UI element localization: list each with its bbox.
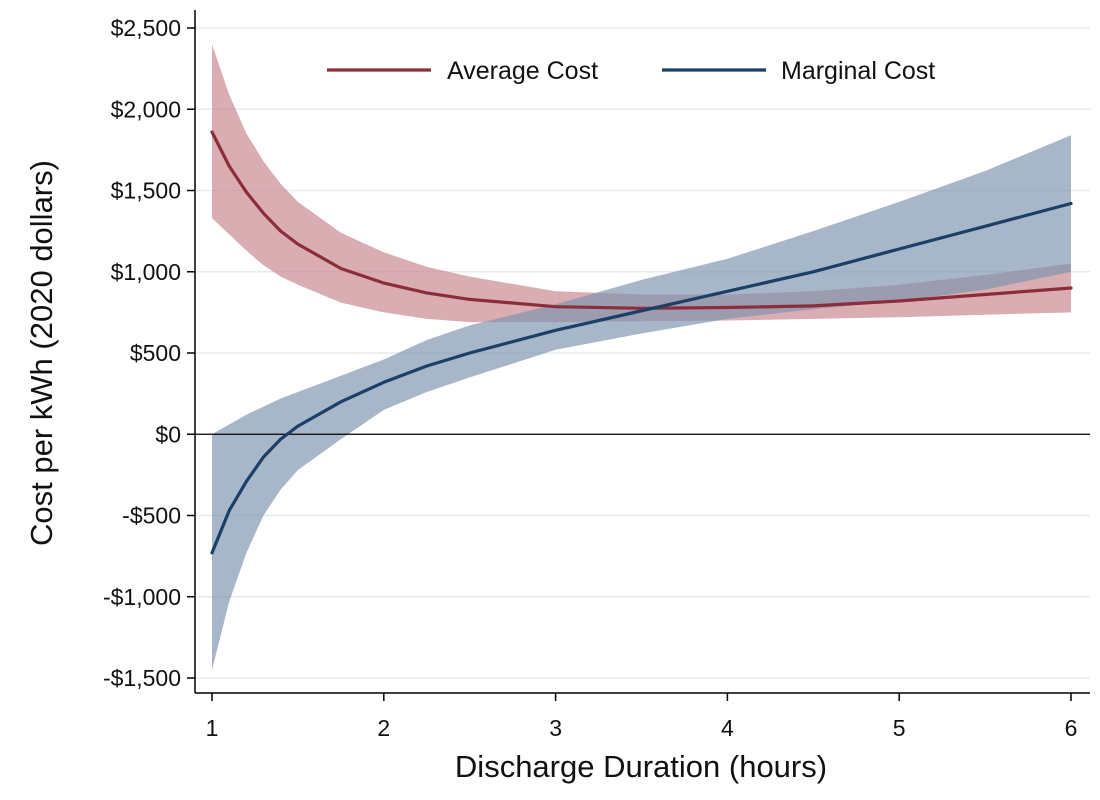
series-lines [210, 130, 1073, 555]
x-tick-label: 6 [1065, 715, 1078, 741]
x-tick-label: 5 [893, 715, 906, 741]
legend: Average Cost Marginal Cost [327, 57, 935, 85]
y-tick-label: $0 [155, 421, 181, 447]
x-tick-label: 1 [206, 715, 219, 741]
gridlines [195, 27, 1090, 679]
y-tick-label: -$1,500 [103, 665, 181, 691]
x-tick-label: 2 [377, 715, 390, 741]
marginal-cost-line [210, 201, 1073, 555]
x-axis-title: Discharge Duration (hours) [455, 749, 827, 784]
x-tick-label: 4 [721, 715, 734, 741]
y-tick-label: $1,500 [111, 178, 181, 204]
confidence-bands [212, 44, 1071, 670]
y-tick-label: $2,000 [111, 96, 181, 122]
marginal-cost-confidence-band [212, 135, 1071, 670]
legend-label-average-cost: Average Cost [447, 57, 598, 85]
y-axis-title: Cost per kWh (2020 dollars) [24, 160, 59, 546]
axes: -$1,500 -$1,000 -$500 $0 $500 $1,000 $1,500 $2,… [103, 10, 1090, 741]
y-tick-label: $500 [130, 340, 181, 366]
y-tick-label: $1,000 [111, 259, 181, 285]
legend-label-marginal-cost: Marginal Cost [781, 57, 935, 85]
y-tick-label: -$1,000 [103, 584, 181, 610]
y-tick-label: $2,500 [111, 15, 181, 41]
x-tick-label: 3 [549, 715, 562, 741]
y-tick-label: -$500 [122, 503, 181, 529]
average-cost-line [210, 130, 1073, 310]
